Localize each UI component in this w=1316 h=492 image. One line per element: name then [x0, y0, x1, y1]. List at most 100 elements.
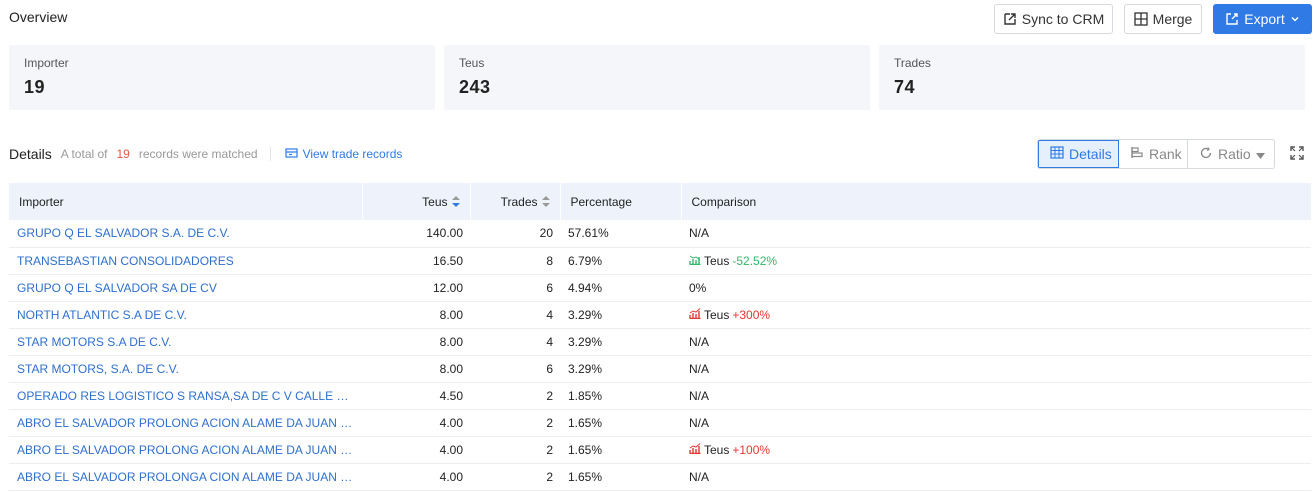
- sort-icon[interactable]: [541, 196, 550, 208]
- view-trade-records-label: View trade records: [302, 147, 403, 161]
- view-mode-rank[interactable]: Rank: [1119, 140, 1188, 168]
- table-row: NORTH ATLANTIC S.A DE C.V. 8.00 4 3.29% Teus…: [9, 301, 1311, 329]
- trend-up-icon: [689, 442, 701, 457]
- importer-link[interactable]: GRUPO Q EL SALVADOR SA DE CV: [9, 274, 362, 302]
- comparison-label: Teus: [704, 442, 730, 457]
- view-trade-records-link[interactable]: View trade records: [284, 147, 403, 162]
- trades-cell: 6: [470, 355, 560, 383]
- comparison-label: N/A: [689, 226, 710, 241]
- stat-value: 243: [459, 77, 491, 97]
- stat-label: Importer: [24, 56, 69, 70]
- view-mode-label: Rank: [1149, 146, 1182, 162]
- trades-cell: 8: [470, 247, 560, 275]
- comparison-label: N/A: [689, 469, 710, 484]
- comparison-cell: Teus +300%: [681, 301, 1311, 329]
- comparison-change: -52.52%: [732, 253, 778, 268]
- overview-title: Overview: [9, 9, 68, 25]
- trades-cell: 2: [470, 436, 560, 464]
- details-suffix: records were matched: [138, 147, 258, 161]
- trades-cell: 2: [470, 463, 560, 491]
- importer-link[interactable]: ABRO EL SALVADOR PROLONGA CION ALAME DA …: [9, 463, 362, 491]
- table-row: ABRO EL SALVADOR PROLONG ACION ALAME DA …: [9, 409, 1311, 437]
- details-bar: Details A total of 19 records were match…: [9, 144, 402, 164]
- comparison-change: +100%: [732, 442, 771, 457]
- comparison-cell: N/A: [681, 220, 1311, 248]
- comparison-cell: N/A: [681, 409, 1311, 437]
- comparison-cell: N/A: [681, 382, 1311, 410]
- comparison-label: 0%: [689, 280, 707, 295]
- view-mode-ratio[interactable]: Ratio: [1188, 140, 1274, 168]
- teus-cell: 16.50: [362, 247, 470, 275]
- merge-icon: [1134, 12, 1148, 26]
- column-header-teus[interactable]: Teus: [362, 183, 471, 220]
- teus-cell: 4.00: [362, 409, 470, 437]
- sort-icon[interactable]: [451, 196, 460, 208]
- percentage-cell: 6.79%: [560, 247, 681, 275]
- sync-icon: [1003, 12, 1017, 26]
- comparison-label: N/A: [689, 334, 710, 349]
- table-row: STAR MOTORS, S.A. DE C.V. 8.00 6 3.29% N/A: [9, 355, 1311, 383]
- comparison-label: Teus: [704, 253, 730, 268]
- teus-cell: 8.00: [362, 301, 470, 329]
- importer-link[interactable]: STAR MOTORS S.A DE C.V.: [9, 328, 362, 356]
- teus-cell: 8.00: [362, 355, 470, 383]
- teus-cell: 4.50: [362, 382, 470, 410]
- importer-link[interactable]: NORTH ATLANTIC S.A DE C.V.: [9, 301, 362, 329]
- stat-label: Trades: [894, 56, 931, 70]
- details-title: Details: [9, 146, 52, 162]
- comparison-cell: 0%: [681, 274, 1311, 302]
- table-row: GRUPO Q EL SALVADOR S.A. DE C.V. 140.00 20…: [9, 220, 1311, 248]
- teus-cell: 4.00: [362, 436, 470, 464]
- view-mode-details[interactable]: Details: [1038, 140, 1119, 168]
- sync-to-crm-label: Sync to CRM: [1021, 11, 1105, 27]
- importer-link[interactable]: GRUPO Q EL SALVADOR S.A. DE C.V.: [9, 220, 362, 248]
- trades-cell: 6: [470, 274, 560, 302]
- stat-card-teus: Teus 243: [444, 45, 870, 110]
- comparison-change: +300%: [732, 307, 771, 322]
- trades-cell: 2: [470, 409, 560, 437]
- importer-link[interactable]: ABRO EL SALVADOR PROLONG ACION ALAME DA …: [9, 409, 362, 437]
- comparison-cell: N/A: [681, 355, 1311, 383]
- percentage-cell: 1.65%: [560, 436, 681, 464]
- percentage-cell: 4.94%: [560, 274, 681, 302]
- table-row: OPERADO RES LOGISTICO S RANSA,SA DE C V …: [9, 382, 1311, 410]
- expand-icon[interactable]: [1289, 145, 1305, 161]
- stat-label: Teus: [459, 56, 485, 70]
- stat-value: 74: [894, 77, 916, 97]
- chevron-down-icon: [1290, 14, 1300, 24]
- importer-link[interactable]: TRANSEBASTIAN CONSOLIDADORES: [9, 247, 362, 275]
- comparison-label: N/A: [689, 388, 710, 403]
- comparison-cell: Teus -52.52%: [681, 247, 1311, 275]
- table-row: GRUPO Q EL SALVADOR SA DE CV 12.00 6 4.94% 0…: [9, 274, 1311, 302]
- teus-cell: 12.00: [362, 274, 470, 302]
- trades-cell: 4: [470, 301, 560, 329]
- column-header-comparison: Comparison: [681, 183, 1312, 220]
- trades-cell: 2: [470, 382, 560, 410]
- stat-card-trades: Trades 74: [879, 45, 1305, 110]
- table-row: STAR MOTORS S.A DE C.V. 8.00 4 3.29% N/A: [9, 328, 1311, 356]
- export-button[interactable]: Export: [1213, 4, 1312, 34]
- sync-to-crm-button[interactable]: Sync to CRM: [994, 4, 1113, 34]
- merge-label: Merge: [1152, 11, 1193, 27]
- comparison-cell: N/A: [681, 328, 1311, 356]
- importer-link[interactable]: OPERADO RES LOGISTICO S RANSA,SA DE C V …: [9, 382, 362, 410]
- comparison-cell: Teus +100%: [681, 436, 1311, 464]
- refresh-icon: [1199, 146, 1213, 163]
- importer-link[interactable]: ABRO EL SALVADOR PROLONG ACION ALAME DA …: [9, 436, 362, 464]
- column-header-importer: Importer: [9, 183, 363, 220]
- percentage-cell: 1.65%: [560, 463, 681, 491]
- comparison-cell: N/A: [681, 463, 1311, 491]
- column-header-trades[interactable]: Trades: [470, 183, 561, 220]
- view-mode-label: Details: [1069, 146, 1112, 162]
- table-icon: [1050, 146, 1064, 162]
- merge-button[interactable]: Merge: [1124, 4, 1202, 34]
- trend-up-icon: [689, 307, 701, 322]
- trades-cell: 4: [470, 328, 560, 356]
- percentage-cell: 3.29%: [560, 301, 681, 329]
- records-icon: [284, 147, 298, 162]
- comparison-label: N/A: [689, 361, 710, 376]
- percentage-cell: 3.29%: [560, 328, 681, 356]
- teus-cell: 4.00: [362, 463, 470, 491]
- importer-link[interactable]: STAR MOTORS, S.A. DE C.V.: [9, 355, 362, 383]
- view-mode-toggle: Details Rank Ratio: [1037, 139, 1275, 169]
